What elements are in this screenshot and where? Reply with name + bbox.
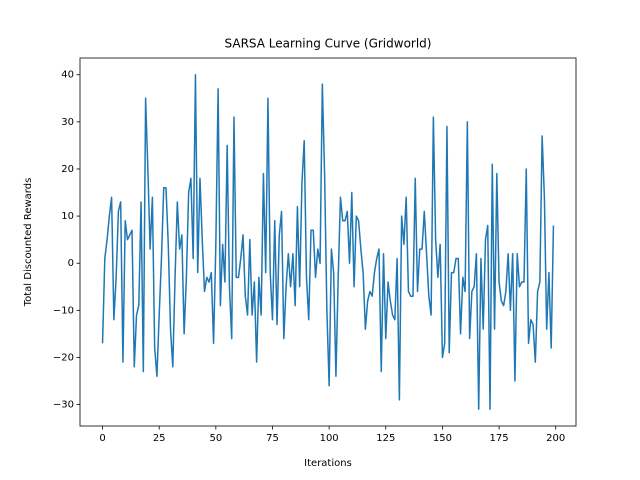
x-tick-label: 75 xyxy=(266,433,279,444)
y-tick-label: 30 xyxy=(61,117,74,128)
x-tick-label: 25 xyxy=(153,433,166,444)
plot-frame xyxy=(79,57,577,427)
y-axis-label: Total Discounted Rewards xyxy=(23,178,34,308)
x-axis-label: Iterations xyxy=(304,458,352,469)
y-tick-label: −20 xyxy=(53,352,74,363)
y-tick-label: 0 xyxy=(68,258,74,269)
x-tick-label: 200 xyxy=(546,433,565,444)
y-tick-label: −30 xyxy=(53,400,74,411)
y-tick-label: 20 xyxy=(61,164,74,175)
x-tick-label: 0 xyxy=(99,433,105,444)
y-tick-label: −10 xyxy=(53,305,74,316)
x-tick-label: 150 xyxy=(433,433,452,444)
x-tick-label: 100 xyxy=(320,433,339,444)
chart-title: SARSA Learning Curve (Gridworld) xyxy=(225,37,432,51)
x-tick-label: 125 xyxy=(376,433,395,444)
line-series xyxy=(101,73,555,411)
x-tick-label: 50 xyxy=(209,433,222,444)
y-tick-label: 10 xyxy=(61,211,74,222)
y-tick-label: 40 xyxy=(61,70,74,81)
x-tick-label: 175 xyxy=(490,433,509,444)
